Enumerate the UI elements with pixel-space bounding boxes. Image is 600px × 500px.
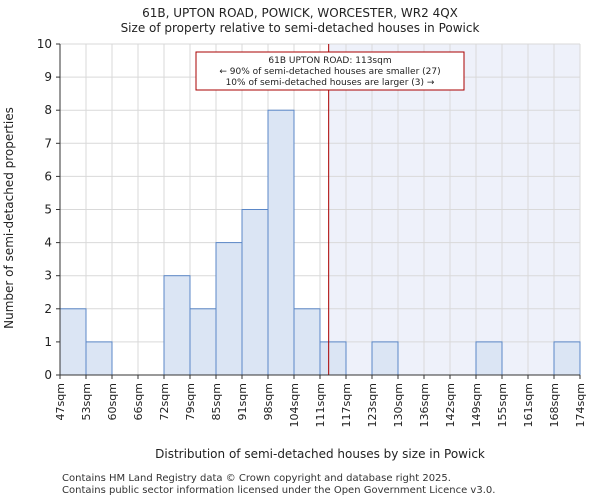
y-axis-label: Number of semi-detached properties: [2, 107, 16, 329]
x-tick-label: 72sqm: [158, 383, 171, 420]
x-tick-label: 155sqm: [496, 383, 509, 427]
plot-area: 61B UPTON ROAD: 113sqm← 90% of semi-deta…: [37, 37, 587, 427]
histogram-bar: [163, 275, 191, 376]
histogram-bar: [215, 242, 243, 376]
x-tick-label: 130sqm: [392, 383, 405, 427]
annotation-text: 61B UPTON ROAD: 113sqm: [268, 56, 391, 66]
y-tick-label: 0: [44, 368, 52, 382]
annotation-text: 10% of semi-detached houses are larger (…: [226, 78, 435, 88]
x-tick-label: 136sqm: [418, 383, 431, 427]
chart-title: 61B, UPTON ROAD, POWICK, WORCESTER, WR2 …: [142, 6, 458, 20]
histogram-bar: [189, 308, 217, 376]
y-tick-label: 9: [44, 70, 52, 84]
histogram-bar: [241, 209, 269, 376]
x-tick-label: 111sqm: [314, 383, 327, 427]
y-tick-label: 8: [44, 103, 52, 117]
x-tick-label: 60sqm: [106, 383, 119, 420]
x-tick-label: 66sqm: [132, 383, 145, 420]
x-tick-label: 174sqm: [574, 383, 587, 427]
y-tick-label: 10: [37, 37, 52, 51]
histogram-bar: [319, 341, 347, 376]
x-tick-label: 142sqm: [444, 383, 457, 427]
y-tick-label: 6: [44, 169, 52, 183]
y-tick-label: 7: [44, 136, 52, 150]
x-tick-label: 47sqm: [54, 383, 67, 420]
y-tick-label: 2: [44, 302, 52, 316]
footer-licence: Contains public sector information licen…: [62, 485, 496, 496]
y-tick-label: 3: [44, 269, 52, 283]
x-tick-label: 123sqm: [366, 383, 379, 427]
histogram-bar: [475, 341, 503, 376]
x-tick-label: 98sqm: [262, 383, 275, 420]
histogram-bar: [85, 341, 113, 376]
y-tick-label: 1: [44, 335, 52, 349]
x-tick-label: 79sqm: [184, 383, 197, 420]
histogram-bar: [267, 109, 295, 376]
x-tick-label: 117sqm: [340, 383, 353, 427]
x-tick-label: 53sqm: [80, 383, 93, 420]
histogram-bar: [293, 308, 321, 376]
x-tick-label: 104sqm: [288, 383, 301, 427]
x-tick-label: 149sqm: [470, 383, 483, 427]
chart-subtitle: Size of property relative to semi-detach…: [121, 21, 480, 35]
x-tick-label: 85sqm: [210, 383, 223, 420]
x-axis-label: Distribution of semi-detached houses by …: [155, 447, 485, 461]
histogram-bar: [59, 308, 87, 376]
footer-copyright: Contains HM Land Registry data © Crown c…: [62, 473, 451, 484]
x-tick-label: 161sqm: [522, 383, 535, 427]
y-tick-label: 5: [44, 203, 52, 217]
histogram-bar: [553, 341, 581, 376]
x-tick-label: 168sqm: [548, 383, 561, 427]
histogram-bar: [371, 341, 399, 376]
y-tick-label: 4: [44, 236, 52, 250]
x-tick-label: 91sqm: [236, 383, 249, 420]
annotation-text: ← 90% of semi-detached houses are smalle…: [219, 67, 440, 77]
annotation-box: [195, 51, 465, 91]
